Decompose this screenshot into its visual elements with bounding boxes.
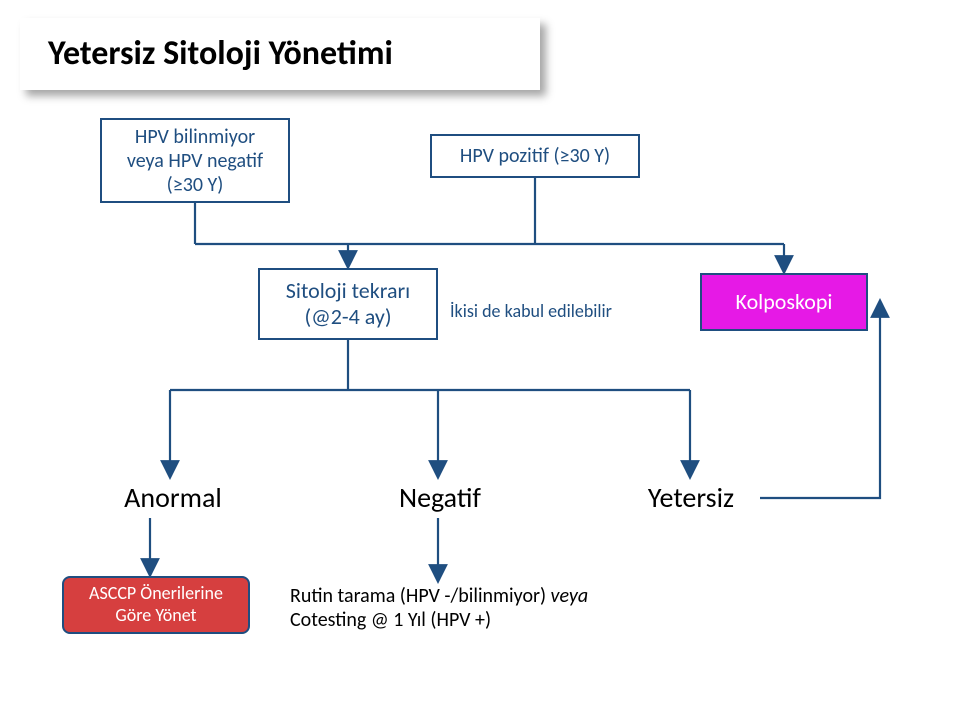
node-hpv-negative-text: HPV bilinmiyor veya HPV negatif (≥30 Y) [127,125,263,197]
node-repeat-cytology: Sitoloji tekrarı (@2-4 ay) [258,268,438,340]
node-hpv-positive-text: HPV pozitif (≥30 Y) [460,144,610,168]
flowchart-stage: Yetersiz Sitoloji Yönetimi HPV bilinmiyo… [0,0,960,708]
label-abnormal: Anormal [98,480,248,516]
chart-title: Yetersiz Sitoloji Yönetimi [20,18,540,90]
node-asccp-guidelines-text: ASCCP Önerilerine Göre Yönet [89,583,223,626]
node-colposcopy: Kolposkopi [700,273,868,331]
label-insufficient: Yetersiz [616,480,766,516]
chart-title-text: Yetersiz Sitoloji Yönetimi [48,34,393,75]
node-hpv-negative: HPV bilinmiyor veya HPV negatif (≥30 Y) [100,118,290,203]
label-routine-screening: Rutin tarama (HPV -/bilinmiyor) veyaCote… [290,584,740,640]
node-hpv-positive: HPV pozitif (≥30 Y) [430,134,640,178]
label-negative: Negatif [365,480,515,516]
connector-yetersiz-to-kolpo [760,302,880,498]
label-both-acceptable: İkisi de kabul edilebilir [450,300,680,330]
node-colposcopy-text: Kolposkopi [736,289,833,315]
node-repeat-cytology-text: Sitoloji tekrarı (@2-4 ay) [286,278,410,331]
node-asccp-guidelines: ASCCP Önerilerine Göre Yönet [62,576,250,634]
